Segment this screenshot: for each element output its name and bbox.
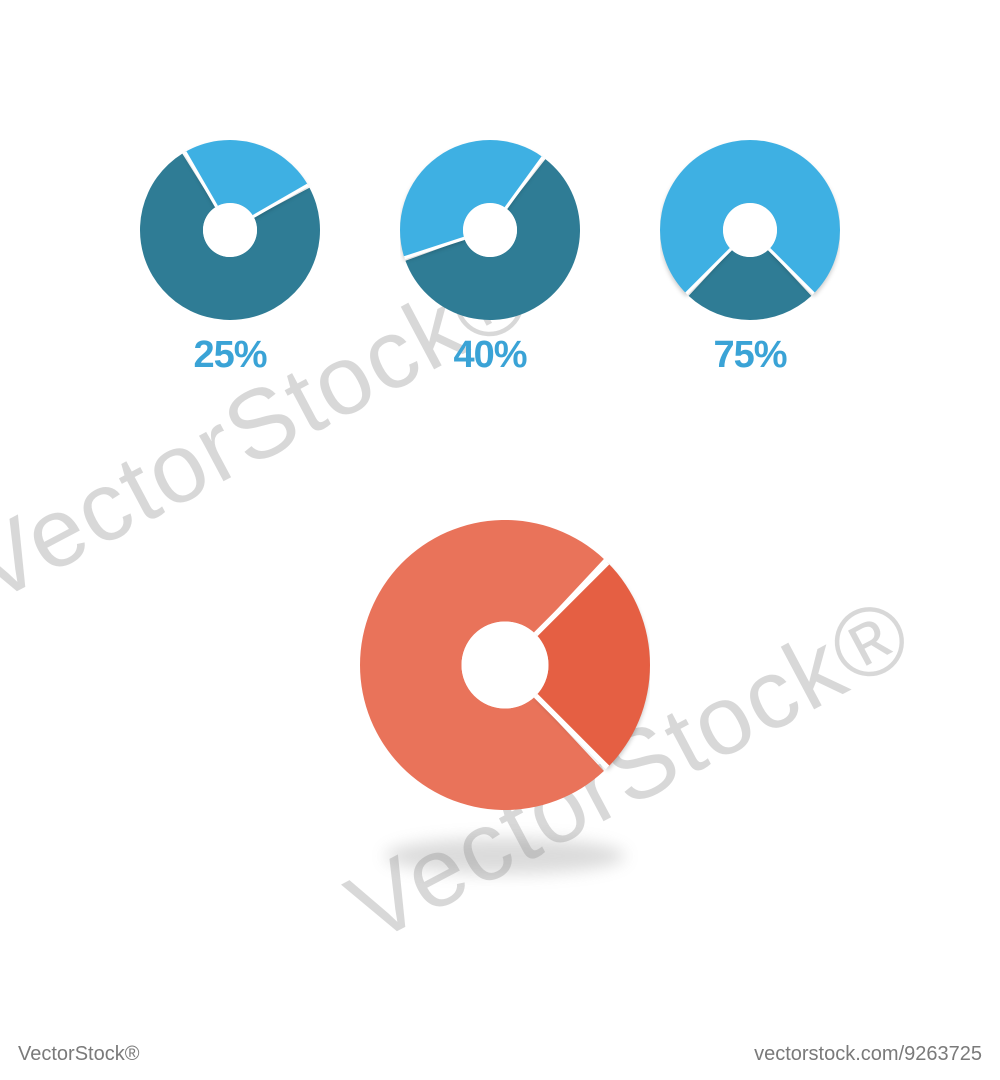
brand-label: VectorStock® <box>18 1043 139 1066</box>
donut-label: 75% <box>713 334 786 377</box>
drop-shadow <box>385 838 625 874</box>
big-donut <box>360 520 650 810</box>
infographic-stage: VectorStock® VectorStock® 25% 40% 75% Ve… <box>0 0 1000 1080</box>
attribution-footer: VectorStock® vectorstock.com/9263725 <box>0 1043 1000 1066</box>
image-id-label: vectorstock.com/9263725 <box>754 1043 982 1066</box>
donut-chart-icon <box>140 140 320 320</box>
small-donut-row: 25% 40% 75% <box>140 140 840 377</box>
donut-chart-icon <box>360 520 650 810</box>
donut-chart-icon <box>400 140 580 320</box>
donut-label: 40% <box>453 334 526 377</box>
donut-label: 25% <box>193 334 266 377</box>
donut-25: 25% <box>140 140 320 377</box>
donut-chart-icon <box>660 140 840 320</box>
donut-40: 40% <box>400 140 580 377</box>
donut-75: 75% <box>660 140 840 377</box>
